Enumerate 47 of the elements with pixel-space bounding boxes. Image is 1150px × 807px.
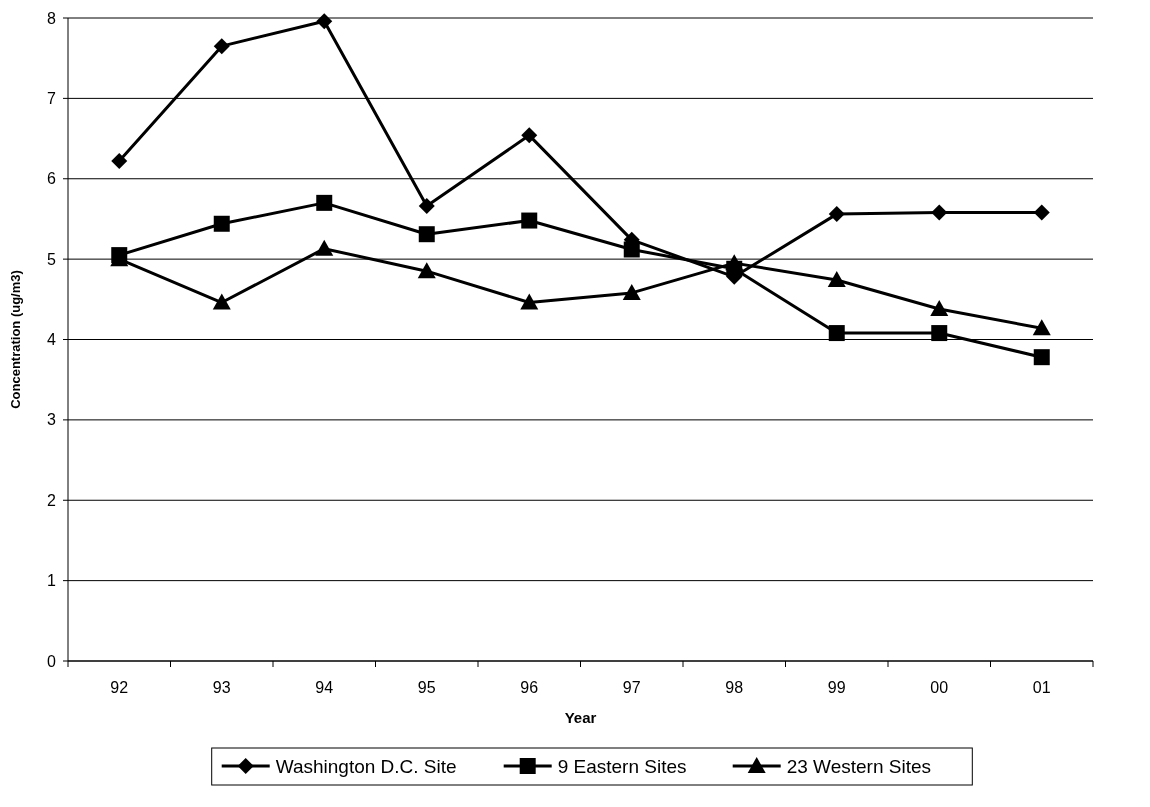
point — [521, 212, 538, 229]
x-tick-label: 01 — [1032, 679, 1051, 696]
y-axis-title: Concentration (ug/m3) — [8, 270, 23, 409]
y-tick-label: 2 — [47, 491, 57, 509]
x-tick-label: 99 — [827, 679, 846, 696]
x-tick-label: 00 — [930, 679, 949, 696]
point — [828, 206, 845, 223]
y-tick-label: 0 — [47, 652, 57, 670]
x-tick-label: 98 — [725, 679, 744, 696]
y-tick-label: 5 — [47, 250, 57, 268]
y-tick-label: 6 — [47, 170, 57, 188]
point — [1033, 349, 1050, 366]
point — [418, 226, 435, 243]
legend-label: 23 Western Sites — [786, 755, 932, 777]
point — [418, 198, 435, 215]
x-tick-label: 97 — [622, 679, 641, 696]
y-tick-label: 1 — [47, 572, 57, 590]
y-tick-label: 8 — [47, 9, 57, 27]
point — [1032, 319, 1051, 336]
legend-label: Washington D.C. Site — [275, 755, 457, 777]
point — [212, 293, 231, 310]
x-tick-label: 96 — [520, 679, 539, 696]
point — [930, 299, 949, 316]
y-tick-label: 3 — [47, 411, 57, 429]
x-tick-label: 93 — [212, 679, 231, 696]
point — [316, 13, 333, 30]
point — [213, 215, 230, 232]
point — [827, 271, 846, 288]
point — [111, 153, 128, 170]
x-tick-label: 92 — [110, 679, 129, 696]
legend-label: 9 Eastern Sites — [557, 755, 687, 777]
point — [316, 194, 333, 211]
y-tick-label: 7 — [47, 89, 57, 107]
point — [417, 262, 436, 279]
point — [1033, 204, 1050, 221]
point — [828, 325, 845, 342]
point — [213, 38, 230, 55]
point — [622, 283, 641, 300]
x-tick-label: 95 — [417, 679, 436, 696]
point — [520, 293, 539, 310]
point — [521, 127, 538, 144]
point — [931, 204, 948, 221]
x-tick-label: 94 — [315, 679, 334, 696]
point — [315, 239, 334, 256]
x-axis-title: Year — [564, 709, 597, 726]
point — [931, 325, 948, 342]
y-tick-label: 4 — [47, 331, 57, 349]
